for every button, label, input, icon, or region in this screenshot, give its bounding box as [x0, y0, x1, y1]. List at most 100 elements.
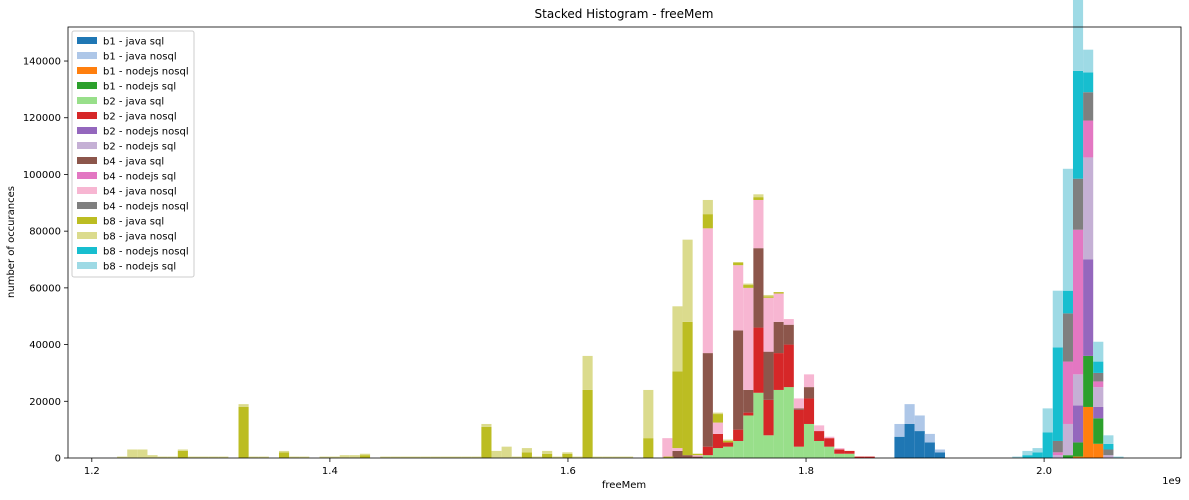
legend-swatch-8 [77, 157, 97, 164]
bar-s13-4 [157, 456, 168, 458]
legend-swatch-2 [77, 67, 97, 74]
bar-s13-13 [258, 456, 269, 458]
bar-s15-8 [1093, 341, 1104, 362]
legend-swatch-13 [77, 232, 97, 239]
bar-s13-7 [187, 456, 199, 458]
bar-s1-3 [924, 433, 935, 443]
bar-s13-0 [117, 456, 128, 458]
y-axis-label: number of occurances [6, 186, 17, 298]
legend-label-2: b1 - nodejs nosql [103, 67, 189, 78]
legend-label-7: b2 - nodejs sql [103, 142, 176, 153]
bar-s8-0 [672, 450, 683, 458]
bar-s13-42 [582, 355, 593, 390]
bar-s13-22 [380, 456, 391, 458]
legend-swatch-9 [77, 172, 97, 179]
legend-label-4: b2 - java sql [103, 97, 164, 108]
legend-label-9: b4 - nodejs sql [103, 172, 176, 183]
bar-s4-8 [783, 387, 794, 458]
bar-s12-6 [542, 453, 553, 458]
legend-swatch-6 [77, 127, 97, 134]
bar-s15-7 [1083, 49, 1094, 73]
bar-s9-3 [1083, 120, 1094, 158]
y-tick-label-2: 40000 [29, 340, 61, 351]
bar-s10-9 [773, 293, 784, 322]
y-tick-label-0: 0 [55, 454, 61, 465]
bar-s5-11 [814, 431, 825, 441]
bar-s15-10 [1113, 456, 1124, 458]
bar-s13-34 [501, 446, 512, 458]
bar-s1-0 [894, 423, 905, 437]
bar-s4-2 [723, 446, 734, 458]
legend-label-15: b8 - nodejs sql [103, 262, 176, 273]
bar-s12-12 [682, 321, 693, 456]
bar-s14-2 [1042, 432, 1053, 458]
bar-s2-0 [1072, 456, 1084, 458]
bar-s13-38 [542, 450, 553, 454]
bar-s1-1 [904, 404, 915, 424]
x-axis-offset-label: 1e9 [1162, 476, 1181, 487]
bar-s7-0 [1052, 455, 1063, 458]
legend-swatch-5 [77, 112, 97, 119]
bar-s13-44 [602, 456, 613, 458]
bar-s10-0 [662, 438, 673, 458]
bar-s4-0 [702, 455, 713, 458]
bar-s0-0 [894, 436, 905, 458]
bar-s13-5 [167, 456, 178, 458]
bar-s13-10 [218, 456, 229, 458]
bar-s2-2 [1093, 443, 1104, 458]
bar-s12-21 [773, 292, 784, 294]
legend-swatch-0 [77, 37, 97, 44]
legend-swatch-12 [77, 217, 97, 224]
bar-s12-8 [582, 389, 593, 458]
bar-s13-11 [238, 404, 249, 407]
bar-s8-11 [803, 387, 815, 399]
bar-s11-2 [1072, 178, 1084, 230]
bar-s5-16 [864, 456, 875, 458]
bar-s8-9 [783, 324, 794, 345]
legend-box [71, 30, 195, 278]
legend-swatch-14 [77, 247, 97, 254]
bar-s10-6 [743, 287, 754, 390]
bar-s5-4 [743, 412, 754, 416]
bar-s9-0 [1052, 452, 1063, 456]
bar-s13-43 [592, 456, 603, 458]
bar-s13-1 [127, 449, 138, 458]
bar-s9-2 [1072, 229, 1084, 375]
bar-s13-53 [743, 283, 754, 286]
bar-s15-4 [1052, 290, 1063, 348]
legend-label-1: b1 - java nosql [103, 52, 177, 63]
bar-s13-23 [390, 456, 401, 458]
bar-s4-14 [844, 453, 855, 458]
bar-s12-10 [663, 456, 674, 458]
bar-s10-7 [753, 199, 764, 249]
bar-s6-1 [1083, 259, 1094, 356]
y-axis: 0 20000 40000 60000 80000 100000 120000 140000 [23, 57, 68, 465]
bar-s13-32 [481, 423, 492, 427]
bar-s13-47 [643, 389, 654, 439]
bar-s13-8 [198, 456, 209, 458]
bar-s4-10 [803, 423, 815, 458]
legend-label-13: b8 - java nosql [103, 232, 177, 243]
chart-title: Stacked Histogram - freeMem [535, 7, 714, 21]
x-tick-label-2: 1.6 [560, 466, 576, 477]
bar-s9-4 [1093, 381, 1104, 388]
bar-s14-8 [1103, 443, 1114, 450]
bar-s13-51 [712, 412, 724, 415]
x-tick-label-3: 1.8 [798, 466, 814, 477]
bar-s13-36 [521, 448, 532, 453]
bar-s4-13 [834, 453, 845, 458]
bar-s12-15 [712, 414, 724, 423]
bar-s13-6 [177, 449, 188, 451]
bar-s6-0 [1072, 405, 1084, 443]
y-tick-label-6: 120000 [23, 113, 61, 124]
bar-s13-55 [763, 294, 774, 297]
bar-s13-18 [329, 456, 340, 458]
bar-s13-9 [208, 456, 219, 458]
bar-s12-2 [278, 452, 290, 458]
bar-s4-12 [824, 446, 835, 458]
bar-s13-35 [511, 456, 522, 458]
bar-s10-10 [783, 319, 794, 325]
bar-s13-27 [430, 456, 441, 458]
legend-label-11: b4 - nodejs nosql [103, 202, 189, 213]
